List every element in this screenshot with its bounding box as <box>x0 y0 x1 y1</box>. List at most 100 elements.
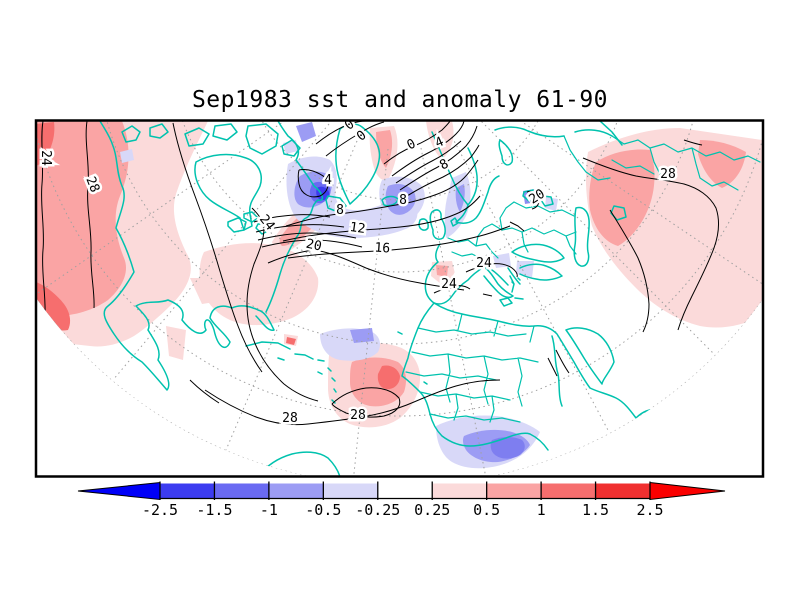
coastlines-part <box>405 313 539 423</box>
coastlines-part <box>418 209 446 240</box>
colorbar-segment <box>595 483 650 499</box>
anomaly-shading-part <box>37 121 129 316</box>
contour-label: 24 <box>441 277 457 292</box>
sst-contours-part <box>255 224 345 233</box>
anomaly-shading-part <box>377 365 400 390</box>
colorbar-tick-label: 2.5 <box>636 501 663 519</box>
contour-label: 8 <box>399 193 407 208</box>
sst-contours <box>41 121 719 426</box>
sst-contours-part <box>465 263 518 278</box>
sst-contours-part <box>325 121 385 157</box>
plot-title: Sep1983 sst and anomaly 61-90 <box>192 87 608 113</box>
sst-contours-part <box>399 125 478 191</box>
sst-contours-part <box>41 121 46 317</box>
anomaly-shading-part <box>316 186 330 201</box>
colorbar-segment <box>486 483 542 499</box>
coastlines <box>99 121 761 476</box>
contour-label: 24 <box>476 256 492 271</box>
contour-label: 16 <box>374 240 391 256</box>
colorbar-tick-label: -2.5 <box>142 501 178 519</box>
sst-contours-part <box>482 293 493 297</box>
anomaly-colorbar: -2.5 -1.5 -1 -0.5 -0.25 0.25 0.5 1 1.5 2.5 <box>77 481 726 519</box>
anomaly-shading-part <box>199 243 319 326</box>
sst-contours-part <box>395 140 462 184</box>
colorbar-segment <box>268 483 324 499</box>
colorbar-tick-label: 1 <box>537 501 546 519</box>
anomaly-shading-part <box>166 326 186 360</box>
coastlines-part <box>491 267 524 307</box>
sst-contours-part <box>391 121 465 177</box>
coastlines-part <box>245 195 347 404</box>
sst-contours-part <box>526 190 540 210</box>
colorbar-segment <box>377 483 433 499</box>
graticule-part <box>477 121 716 356</box>
graticule-part <box>451 136 610 433</box>
anomaly-shading-part <box>296 122 316 142</box>
contour-label: 20 <box>305 237 323 255</box>
anomaly-shading-part <box>523 189 537 204</box>
colorbar-tick-label: 0.25 <box>414 501 450 519</box>
coastlines-part <box>494 121 623 166</box>
sst-contours-part <box>287 225 511 259</box>
sst-contours-part <box>189 379 220 404</box>
colorbar-tick-label: 0.5 <box>473 501 500 519</box>
graticule-part <box>420 147 487 476</box>
sst-contours-part <box>285 159 479 227</box>
graticule-part <box>490 121 762 290</box>
anomaly-shading-part <box>283 140 298 154</box>
anomaly-shading <box>37 121 762 469</box>
coastlines-part <box>194 153 262 231</box>
colorbar-tick-label: 1.5 <box>582 501 609 519</box>
graticule-part <box>225 140 358 451</box>
sst-contours-part <box>383 121 451 165</box>
sst-contours-part <box>261 239 363 248</box>
sst-contours-part <box>582 157 719 331</box>
coastlines-part <box>431 131 500 227</box>
sst-contours-part <box>172 122 263 373</box>
sst-contours-part <box>257 232 357 241</box>
coastlines-part <box>335 123 399 207</box>
sst-contours-part <box>297 169 329 198</box>
anomaly-shading-part <box>37 122 55 166</box>
coastlines-part <box>511 243 565 281</box>
colorbar-tick-label: -1 <box>260 501 278 519</box>
sst-contours-part <box>509 221 525 232</box>
colorbar-segment <box>541 483 596 499</box>
colorbar-right-arrow <box>649 481 726 501</box>
contour-label: 8 <box>336 203 344 218</box>
map-frame <box>34 119 765 478</box>
anomaly-shading-part <box>426 121 454 160</box>
coastlines-part <box>522 189 627 267</box>
colorbar-tick-label: -1.5 <box>196 501 232 519</box>
colorbar-tick-label: -0.5 <box>305 501 341 519</box>
sst-contours-part <box>282 195 481 242</box>
sst-contours-part <box>267 249 465 291</box>
colorbar-segment <box>160 483 215 499</box>
coastlines-part <box>227 211 271 235</box>
anomaly-shading-part <box>385 184 416 215</box>
coastlines-part <box>424 243 514 305</box>
coastlines-part <box>563 135 761 191</box>
sst-contours-part <box>609 209 650 333</box>
anomaly-shading-part <box>698 140 746 188</box>
sst-contours-part <box>246 207 319 402</box>
anomaly-shading-part <box>120 149 134 163</box>
anomaly-shading-part <box>350 328 374 343</box>
contour-label: 28 <box>350 408 366 423</box>
colorbar-segment <box>214 483 269 499</box>
coastlines-part <box>121 123 301 157</box>
graticule-part <box>239 121 561 201</box>
contour-label: 4 <box>324 173 332 188</box>
anomaly-shading-part <box>589 149 655 246</box>
colorbar-segment <box>323 483 378 499</box>
coastlines-part <box>433 302 659 419</box>
anomaly-shading-part <box>436 265 448 277</box>
graticule-part <box>352 148 389 476</box>
sst-contours-part <box>683 139 703 146</box>
graticule <box>37 121 762 476</box>
coastlines-part <box>447 201 577 259</box>
contour-label: 24 <box>38 150 53 166</box>
